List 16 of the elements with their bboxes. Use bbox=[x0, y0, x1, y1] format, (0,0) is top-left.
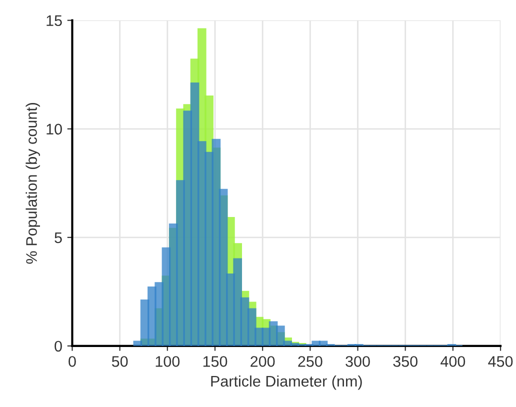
x-tick-label: 150 bbox=[203, 356, 228, 367]
y-tick-label: 5 bbox=[54, 232, 62, 244]
x-tick-label: 400 bbox=[440, 356, 466, 367]
x-tick-label: 100 bbox=[156, 356, 180, 367]
x-tick-label: 350 bbox=[393, 356, 418, 367]
x-tick-label: 250 bbox=[298, 356, 322, 367]
x-tick-label: 50 bbox=[112, 356, 128, 367]
x-axis-title: Particle Diameter (nm) bbox=[211, 375, 362, 390]
y-axis-title: % Population (by count) bbox=[26, 102, 40, 264]
x-tick-label: 200 bbox=[250, 356, 275, 367]
y-tick-label: 15 bbox=[46, 15, 62, 26]
x-tick-label: 0 bbox=[68, 356, 76, 367]
y-tick-label: 10 bbox=[46, 124, 62, 135]
x-tick-label: 300 bbox=[346, 356, 370, 367]
x-tick-label: 450 bbox=[488, 356, 513, 367]
y-tick-label: 0 bbox=[54, 340, 62, 352]
